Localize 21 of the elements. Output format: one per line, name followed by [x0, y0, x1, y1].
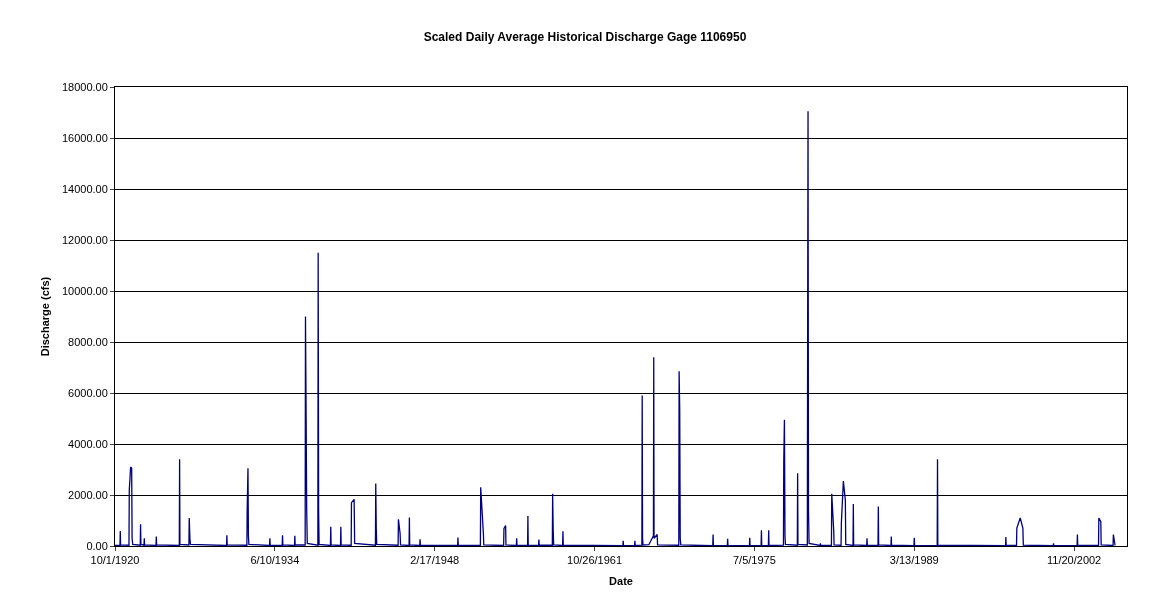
x-axis-title: Date: [609, 575, 633, 588]
x-tick-label: 10/1/1920: [90, 554, 140, 567]
x-tick-label: 2/17/1948: [410, 554, 460, 567]
y-tick-label: 10000.00: [61, 284, 108, 297]
x-tick-label: 10/26/1961: [567, 554, 623, 567]
chart-title: Scaled Daily Average Historical Discharge Gage 1106950: [423, 30, 747, 45]
y-tick-label: 16000.00: [61, 131, 108, 144]
y-tick-label: 8000.00: [68, 335, 108, 348]
x-tick-label: 7/5/1975: [733, 554, 776, 567]
y-axis-title: Discharge (cfs): [38, 276, 51, 357]
y-tick-label: 0.00: [86, 539, 108, 552]
y-tick-label: 18000.00: [61, 80, 108, 93]
y-tick-label: 4000.00: [68, 437, 108, 450]
y-tick-label: 2000.00: [68, 488, 108, 501]
y-tick-label: 6000.00: [68, 386, 108, 399]
x-tick-label: 6/10/1934: [250, 554, 300, 567]
line-series: [115, 110, 1116, 546]
x-tick-label: 11/20/2002: [1046, 554, 1102, 567]
y-tick-label: 12000.00: [61, 233, 108, 246]
x-tick-label: 3/13/1989: [889, 554, 939, 567]
y-tick-label: 14000.00: [61, 182, 108, 195]
